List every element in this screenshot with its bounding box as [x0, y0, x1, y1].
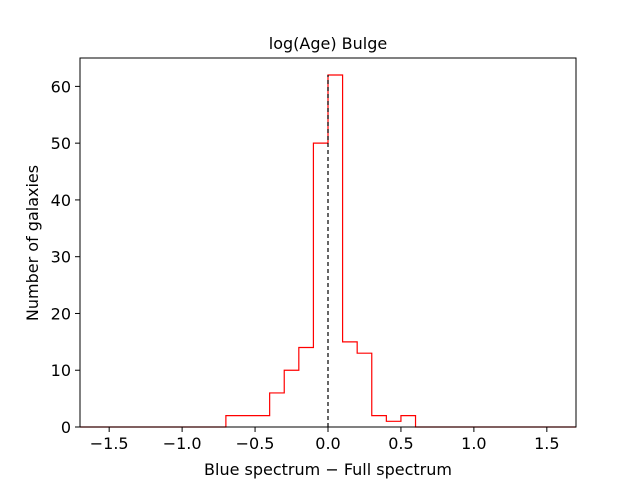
x-tick-label: −1.0 — [163, 434, 202, 453]
x-tick-label: −0.5 — [236, 434, 275, 453]
axes: −1.5 −1.0 −0.5 0.0 0.5 1.0 1.5 0 10 20 30 40 50 60 — [51, 57, 577, 453]
y-tick-label: 20 — [51, 304, 71, 323]
y-tick-label: 0 — [61, 418, 71, 437]
x-axis-label: Blue spectrum − Full spectrum — [204, 460, 452, 479]
chart-title: log(Age) Bulge — [269, 34, 387, 53]
x-tick-label: −1.5 — [90, 434, 129, 453]
y-tick-label: 10 — [51, 361, 71, 380]
x-tick-label: 1.0 — [461, 434, 486, 453]
y-tick-label: 60 — [51, 77, 71, 96]
y-axis-label: Number of galaxies — [23, 165, 42, 321]
y-tick-label: 40 — [51, 191, 71, 210]
y-tick-label: 30 — [51, 248, 71, 267]
x-tick-label: 1.5 — [534, 434, 559, 453]
y-tick-label: 50 — [51, 134, 71, 153]
x-tick-label: 0.0 — [315, 434, 340, 453]
x-tick-label: 0.5 — [388, 434, 413, 453]
